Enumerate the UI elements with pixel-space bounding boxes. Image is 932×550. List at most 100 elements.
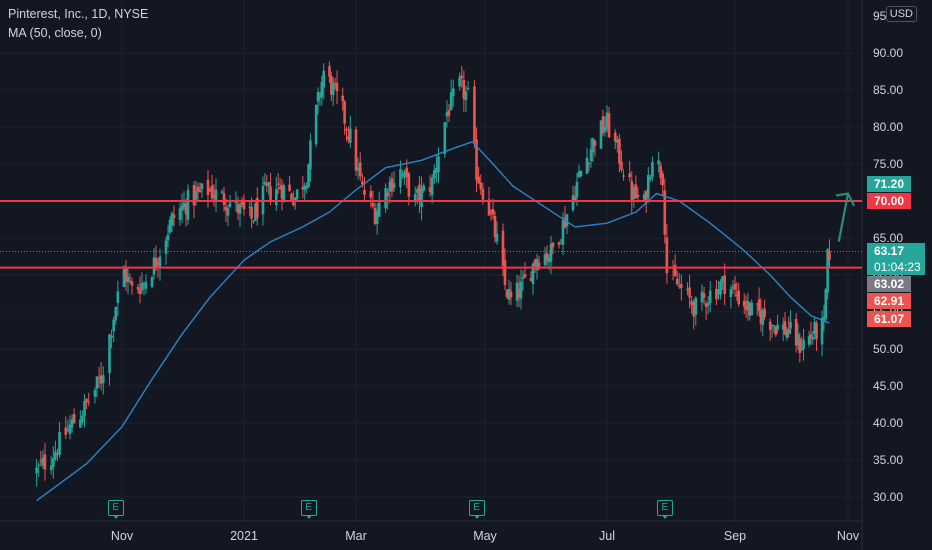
candle-body	[435, 167, 438, 174]
candle-body	[675, 278, 679, 285]
candle-body	[210, 185, 214, 199]
candle-body	[763, 308, 766, 317]
candle-body	[51, 458, 55, 468]
candle-body	[531, 263, 535, 285]
candle-body	[620, 161, 623, 171]
candle-body	[770, 324, 774, 326]
candle-body	[282, 185, 286, 202]
candle-body	[136, 287, 140, 290]
candle-body	[800, 348, 803, 351]
candle-body	[128, 280, 132, 282]
candle-body	[328, 66, 331, 77]
currency-button[interactable]: USD	[885, 6, 917, 22]
candle-body	[820, 317, 824, 345]
candle-body	[535, 259, 539, 271]
candle-body	[420, 188, 423, 208]
candle-body	[194, 191, 198, 200]
candle-body	[390, 178, 394, 192]
candle-body	[170, 213, 174, 226]
candle-body	[813, 322, 816, 334]
candle-body	[252, 220, 255, 222]
candle-body	[634, 184, 638, 199]
candle-body	[761, 310, 765, 325]
candle-body	[292, 202, 295, 206]
candle-body	[460, 75, 464, 79]
candle-body	[198, 189, 202, 193]
candle-body	[269, 186, 272, 200]
candle-body	[87, 401, 90, 403]
y-tick-label: 50.00	[873, 342, 904, 356]
y-tick-label: 45.00	[873, 379, 904, 393]
candle-body	[729, 289, 733, 298]
candle-body	[305, 186, 308, 189]
y-tick-label: 65.00	[873, 231, 904, 245]
candle-body	[278, 187, 282, 190]
earnings-marker-icon[interactable]: E	[300, 500, 317, 519]
earnings-marker-icon[interactable]: E	[468, 500, 485, 519]
candle-body	[519, 281, 523, 299]
candle-body	[81, 415, 84, 422]
candle-body	[267, 182, 270, 187]
candle-body	[605, 112, 609, 129]
candle-body	[473, 86, 476, 142]
candle-body	[320, 81, 324, 98]
candle-body	[399, 169, 402, 188]
candle-body	[599, 120, 603, 149]
candle-body	[744, 306, 748, 310]
candle-body	[717, 289, 720, 295]
candle-body	[715, 288, 718, 300]
earnings-marker-icon[interactable]: E	[107, 500, 124, 519]
indicator-label[interactable]: MA (50, close, 0)	[8, 26, 102, 40]
candle-body	[54, 451, 57, 460]
candle-body	[537, 262, 541, 268]
candle-body	[200, 183, 204, 190]
candle-body	[802, 339, 805, 350]
candle-body	[154, 257, 158, 267]
candle-body	[293, 197, 297, 201]
candle-body	[341, 95, 345, 102]
candle-body	[573, 197, 577, 201]
candle-body	[97, 377, 101, 379]
candle-body	[616, 139, 619, 143]
candle-body	[607, 113, 611, 138]
candle-body	[349, 128, 352, 143]
candle-body	[661, 173, 665, 186]
candle-body	[413, 194, 417, 201]
candle-body	[458, 77, 461, 87]
candle-body	[690, 301, 693, 306]
candle-body	[388, 181, 392, 192]
price-badge-prev: 63.02	[867, 276, 911, 292]
x-tick-label: Sep	[723, 529, 747, 543]
candle-body	[416, 189, 419, 193]
candle-body	[466, 87, 470, 89]
candle-body	[628, 173, 632, 178]
candle-body	[437, 156, 440, 173]
candle-body	[99, 375, 103, 384]
candle-body	[815, 322, 818, 340]
candle-body	[347, 136, 350, 140]
candle-body	[214, 189, 218, 201]
candle-body	[686, 288, 689, 291]
candle-body	[178, 208, 182, 220]
candle-body	[152, 257, 156, 275]
candle-body	[156, 262, 160, 265]
candle-body	[475, 139, 478, 181]
candle-body	[37, 464, 41, 466]
candle-body	[783, 321, 787, 335]
candle-body	[343, 101, 346, 124]
candle-body	[774, 326, 778, 336]
symbol-title[interactable]: Pinterest, Inc., 1D, NYSE	[8, 7, 149, 21]
candle-body	[677, 285, 681, 288]
candle-body	[646, 174, 650, 198]
candle-body	[110, 335, 113, 338]
candle-body	[112, 319, 115, 332]
candle-body	[432, 170, 436, 179]
candle-body	[255, 198, 259, 218]
candle-body	[630, 181, 634, 201]
candle-body	[280, 184, 284, 199]
candle-body	[659, 165, 662, 179]
arrow-shaft	[837, 193, 850, 242]
candle-body	[587, 162, 591, 164]
earnings-marker-icon[interactable]: E	[656, 500, 673, 519]
